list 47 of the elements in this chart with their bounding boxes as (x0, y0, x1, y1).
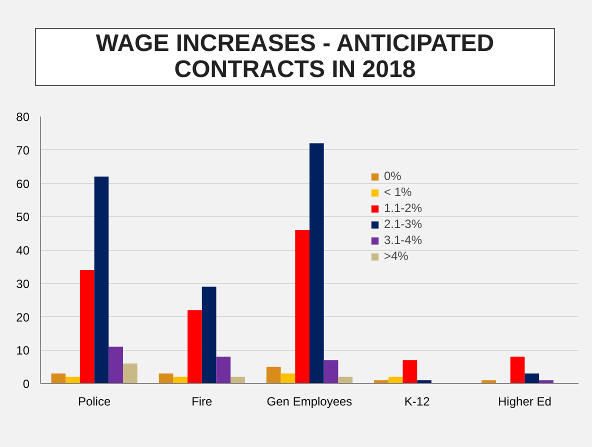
y-tick-label: 20 (16, 310, 30, 324)
y-tick-label: 30 (16, 276, 30, 291)
bar (388, 376, 403, 384)
bar (338, 376, 353, 384)
chart-title: WAGE INCREASES - ANTICIPATED CONTRACTS IN 2018 (38, 30, 552, 83)
bar (280, 373, 296, 384)
bar (510, 356, 525, 384)
legend-label: 3.1-4% (384, 233, 422, 247)
x-tick-label: Fire (192, 394, 213, 408)
bar (482, 380, 496, 384)
bar (539, 380, 554, 384)
bar (66, 376, 80, 384)
bar (122, 363, 138, 384)
legend-label: < 1% (384, 185, 412, 199)
bar (374, 380, 388, 384)
bar (417, 380, 432, 384)
legend-label: 1.1-2% (384, 201, 422, 215)
x-tick-label: Police (78, 394, 111, 408)
legend-label: >4% (384, 249, 408, 263)
y-tick-label: 40 (16, 244, 30, 258)
bar (80, 270, 94, 384)
y-tick-label: 80 (16, 110, 30, 124)
bar (402, 360, 418, 384)
bar (188, 310, 202, 384)
y-tick-label: 60 (16, 176, 30, 191)
y-tick-label: 70 (16, 143, 30, 158)
legend-label: 0% (384, 169, 402, 183)
bar (51, 373, 66, 384)
x-tick-label: Higher Ed (498, 394, 552, 408)
y-tick-label: 10 (16, 344, 30, 358)
bar (108, 346, 123, 384)
bar (524, 373, 540, 384)
bar (173, 376, 188, 384)
y-tick-label: 50 (16, 210, 30, 224)
y-tick-label: 0 (22, 377, 30, 391)
bar (230, 376, 245, 384)
bar (266, 366, 281, 384)
x-tick-label: Gen Employees (266, 394, 352, 408)
bar (202, 286, 216, 384)
bar (324, 360, 338, 384)
legend-label: 2.1-3% (384, 217, 422, 231)
bar (94, 176, 109, 384)
x-tick-label: K-12 (404, 394, 430, 408)
bar (295, 230, 310, 384)
bar (158, 373, 174, 384)
bar (216, 356, 231, 384)
bar (310, 143, 324, 384)
